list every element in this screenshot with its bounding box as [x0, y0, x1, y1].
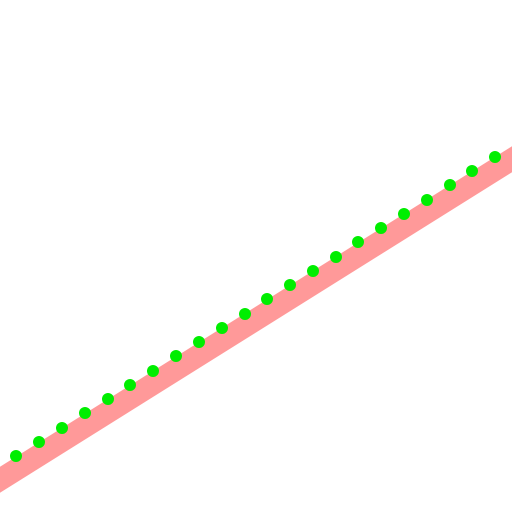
dot — [307, 265, 319, 277]
dot — [193, 336, 205, 348]
dot — [330, 251, 342, 263]
dots — [10, 151, 501, 462]
dot — [239, 308, 251, 320]
dot — [170, 350, 182, 362]
dot — [216, 322, 228, 334]
dot — [261, 293, 273, 305]
dot — [444, 179, 456, 191]
dot — [421, 194, 433, 206]
dot — [147, 365, 159, 377]
dot — [10, 450, 22, 462]
dot — [33, 436, 45, 448]
dot — [489, 151, 501, 163]
dot — [375, 222, 387, 234]
dot — [284, 279, 296, 291]
dot — [466, 165, 478, 177]
dot — [124, 379, 136, 391]
dot — [352, 236, 364, 248]
thick-line — [0, 146, 512, 493]
dot — [102, 393, 114, 405]
dot — [56, 422, 68, 434]
dot — [79, 407, 91, 419]
dot — [398, 208, 410, 220]
